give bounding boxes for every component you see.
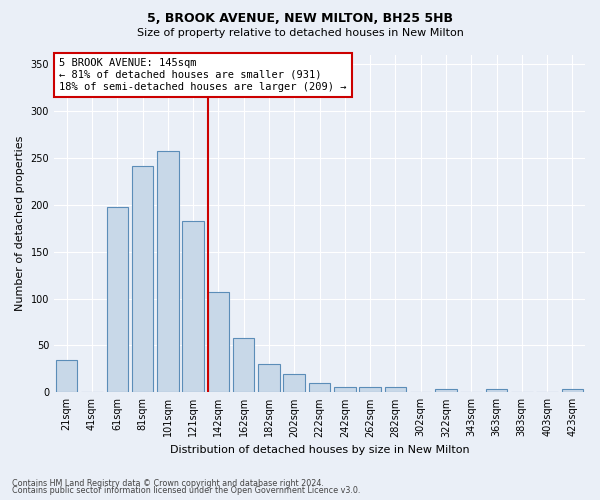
Text: Size of property relative to detached houses in New Milton: Size of property relative to detached ho…	[137, 28, 463, 38]
Bar	[486, 390, 507, 392]
Y-axis label: Number of detached properties: Number of detached properties	[15, 136, 25, 312]
Bar	[132, 166, 153, 392]
Bar	[359, 386, 381, 392]
Bar	[562, 390, 583, 392]
Bar	[208, 292, 229, 392]
Bar	[56, 360, 77, 392]
Bar	[157, 150, 179, 392]
Bar	[385, 386, 406, 392]
Text: 5, BROOK AVENUE, NEW MILTON, BH25 5HB: 5, BROOK AVENUE, NEW MILTON, BH25 5HB	[147, 12, 453, 26]
Bar	[334, 386, 356, 392]
Text: 5 BROOK AVENUE: 145sqm
← 81% of detached houses are smaller (931)
18% of semi-de: 5 BROOK AVENUE: 145sqm ← 81% of detached…	[59, 58, 347, 92]
Bar	[233, 338, 254, 392]
Text: Contains HM Land Registry data © Crown copyright and database right 2024.: Contains HM Land Registry data © Crown c…	[12, 478, 324, 488]
Text: Contains public sector information licensed under the Open Government Licence v3: Contains public sector information licen…	[12, 486, 361, 495]
Bar	[258, 364, 280, 392]
Bar	[283, 374, 305, 392]
Bar	[309, 383, 330, 392]
Bar	[107, 207, 128, 392]
Bar	[435, 388, 457, 392]
X-axis label: Distribution of detached houses by size in New Milton: Distribution of detached houses by size …	[170, 445, 469, 455]
Bar	[182, 221, 204, 392]
